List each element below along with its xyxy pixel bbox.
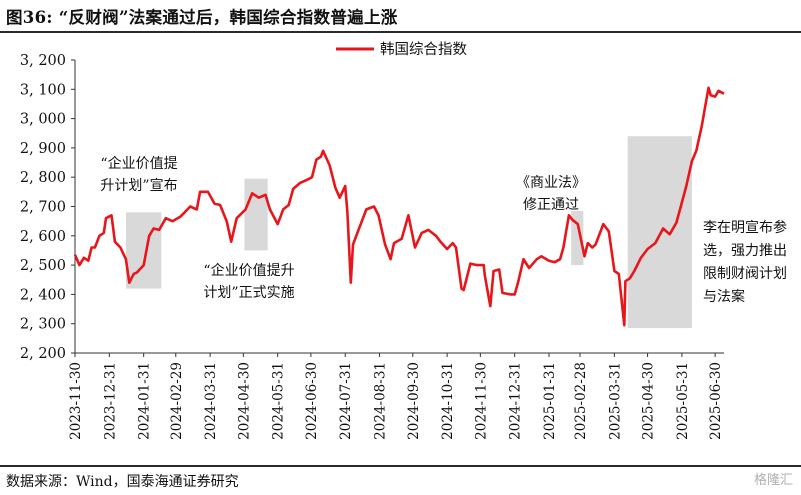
x-tick-label: 2025-02-28 xyxy=(573,362,589,440)
y-tick-label: 2, 500 xyxy=(20,258,66,274)
annotation-note3: 《商业法》修正通过 xyxy=(516,175,586,213)
x-tick-label: 2024-02-29 xyxy=(169,362,185,440)
annotation-line: “企业价值提升 xyxy=(203,262,294,279)
x-tick-label: 2025-04-30 xyxy=(641,362,657,440)
y-tick-label: 2, 700 xyxy=(20,200,66,216)
x-tick-label: 2025-05-31 xyxy=(675,362,691,440)
figure-title-text: “反财阀”法案通过后，韩国综合指数普遍上涨 xyxy=(58,8,398,27)
shaded-region-2 xyxy=(244,178,268,251)
x-tick-label: 2025-01-31 xyxy=(542,362,558,440)
annotation-line: 李在明宣布参 xyxy=(703,219,787,236)
x-tick-label: 2024-04-30 xyxy=(236,362,252,440)
annotation-line: 升计划”宣布 xyxy=(100,178,177,194)
figure-title: 图36: “反财阀”法案通过后，韩国综合指数普遍上涨 xyxy=(6,4,398,28)
source-note: 数据来源：Wind，国泰海通证券研究 xyxy=(6,474,239,490)
x-tick-label: 2024-06-30 xyxy=(304,362,320,440)
legend-label: 韩国综合指数 xyxy=(380,41,467,58)
x-tick-label: 2025-03-31 xyxy=(607,362,623,440)
annotation-line: 计划”正式实施 xyxy=(203,285,294,301)
y-tick-label: 2, 800 xyxy=(20,170,66,186)
y-tick-label: 2, 200 xyxy=(20,346,66,362)
x-tick-label: 2024-08-31 xyxy=(373,362,389,440)
legend: 韩国综合指数 xyxy=(336,41,467,58)
x-tick-label: 2024-09-30 xyxy=(406,362,422,440)
annotation-line: 修正通过 xyxy=(523,197,579,213)
x-tick-label: 2024-11-30 xyxy=(473,362,489,440)
x-axis: 2023-11-30 2023-12-31 2024-01-31 2024-02-29… xyxy=(68,352,724,440)
x-tick-label: 2024-03-31 xyxy=(203,362,219,440)
series-line xyxy=(73,86,725,327)
annotation-line: 《商业法》 xyxy=(516,175,586,191)
y-axis: 2, 200 2, 300 2, 400 2, 500 2, 600 2, 700 2, 8… xyxy=(20,53,76,362)
y-tick-label: 3, 000 xyxy=(20,112,66,128)
shaded-region-3 xyxy=(571,210,584,266)
x-tick-label: 2025-06-30 xyxy=(708,362,724,440)
x-tick-label: 2024-01-31 xyxy=(137,362,153,440)
x-tick-label: 2024-05-31 xyxy=(271,362,287,440)
watermark: 格隆汇 xyxy=(753,473,793,488)
annotation-line: 限制财阀计划 xyxy=(703,266,787,282)
y-tick-label: 2, 400 xyxy=(20,287,66,303)
y-tick-label: 2, 300 xyxy=(20,317,66,333)
x-tick-label: 2024-10-31 xyxy=(440,362,456,440)
annotation-line: “企业价值提 xyxy=(100,155,177,172)
figure-label: 图36: xyxy=(6,8,53,27)
y-tick-label: 3, 100 xyxy=(20,82,66,98)
x-tick-label: 2023-12-31 xyxy=(102,362,118,440)
annotation-line: 与法案 xyxy=(703,288,745,305)
x-tick-label: 2024-07-31 xyxy=(338,362,354,440)
bottom-rule xyxy=(0,465,801,467)
y-tick-label: 3, 200 xyxy=(20,53,66,69)
top-rule xyxy=(0,31,801,33)
annotation-line: 选，强力推出 xyxy=(703,243,787,259)
y-tick-label: 2, 900 xyxy=(20,141,66,157)
x-tick-label: 2023-11-30 xyxy=(68,362,84,440)
y-tick-label: 2, 600 xyxy=(20,229,66,245)
x-tick-label: 2024-12-31 xyxy=(508,362,524,440)
